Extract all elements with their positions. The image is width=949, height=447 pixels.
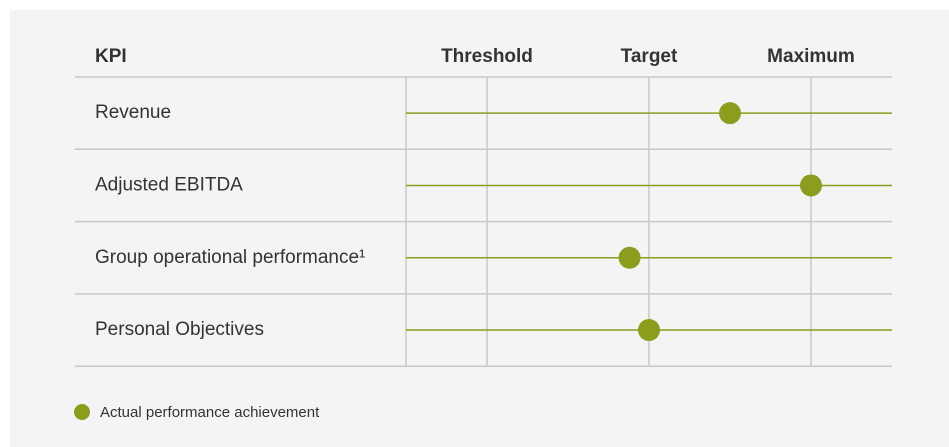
category-label: Revenue [95,102,171,123]
category-label: Adjusted EBITDA [95,174,243,195]
dot [719,102,741,125]
panel [10,10,949,447]
x-tick-label: Target [621,46,678,67]
dot [638,319,660,342]
legend-label: Actual performance achievement [100,404,320,421]
dot [618,246,641,269]
legend-swatch [74,404,90,420]
x-tick-label: Maximum [767,46,855,67]
dot [800,174,822,197]
category-header: KPI [95,46,127,67]
category-label: Personal Objectives [95,319,264,340]
category-label: Group operational performance¹ [95,247,365,268]
x-tick-label: Threshold [441,46,533,67]
